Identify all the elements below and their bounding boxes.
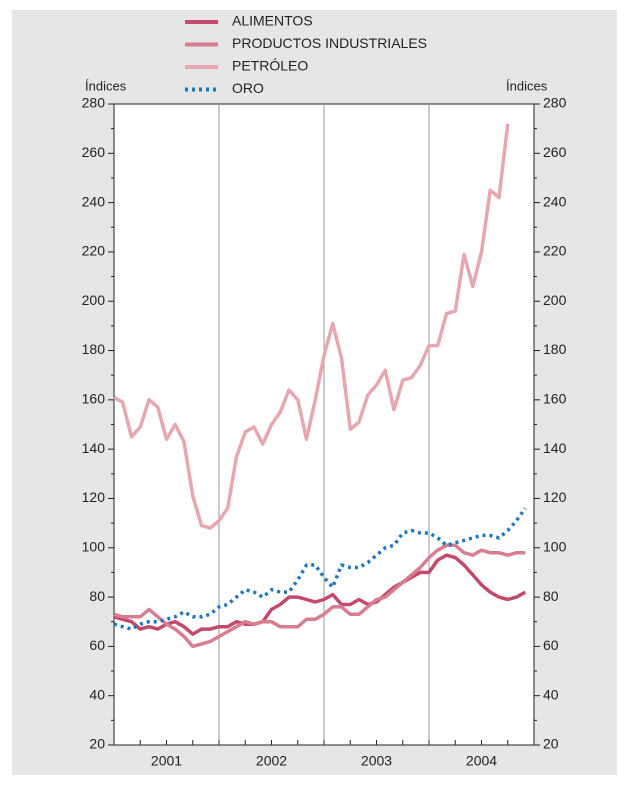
series-line <box>113 543 526 649</box>
y-tick-label: 240 <box>82 193 106 209</box>
y2-tick-label: 180 <box>543 341 567 357</box>
y-tick-label: 40 <box>89 686 105 702</box>
y2-tick-label: 60 <box>543 637 559 653</box>
y-tick-label: 260 <box>82 144 106 160</box>
y-tick-label: 140 <box>82 440 106 456</box>
y2-tick-label: 40 <box>543 686 559 702</box>
legend-label: ORO <box>232 80 264 96</box>
series-line <box>113 507 527 631</box>
y2-axis-label: Índices <box>506 78 548 93</box>
y-tick-label: 280 <box>82 95 106 111</box>
y2-tick-label: 120 <box>543 489 567 505</box>
y2-tick-label: 160 <box>543 391 567 407</box>
y-tick-label: 100 <box>82 538 106 554</box>
y-tick-label: 180 <box>82 341 106 357</box>
y2-tick-label: 80 <box>543 588 559 604</box>
y2-tick-label: 260 <box>543 144 567 160</box>
legend-label: PRODUCTOS INDUSTRIALES <box>232 35 427 51</box>
x-tick-label: 2002 <box>256 753 287 769</box>
y-tick-label: 220 <box>82 243 106 259</box>
y2-tick-label: 280 <box>543 95 567 111</box>
y2-tick-label: 140 <box>543 440 567 456</box>
y2-tick-label: 240 <box>543 193 567 209</box>
series-line <box>113 123 510 530</box>
legend-label: PETRÓLEO <box>232 58 308 74</box>
y2-tick-label: 220 <box>543 243 567 259</box>
legend-label: ALIMENTOS <box>232 13 313 29</box>
y-tick-label: 160 <box>82 391 106 407</box>
y-tick-label: 120 <box>82 489 106 505</box>
x-tick-label: 2003 <box>361 753 392 769</box>
y-tick-label: 20 <box>89 736 105 752</box>
y2-tick-label: 20 <box>543 736 559 752</box>
x-tick-label: 2004 <box>466 753 497 769</box>
y-tick-label: 200 <box>82 292 106 308</box>
y-tick-label: 60 <box>89 637 105 653</box>
series-line <box>113 553 527 636</box>
x-tick-label: 2001 <box>151 753 182 769</box>
y-tick-label: 80 <box>89 588 105 604</box>
y2-tick-label: 200 <box>543 292 567 308</box>
y2-tick-label: 100 <box>543 538 567 554</box>
y-axis-label: Índices <box>85 78 127 93</box>
